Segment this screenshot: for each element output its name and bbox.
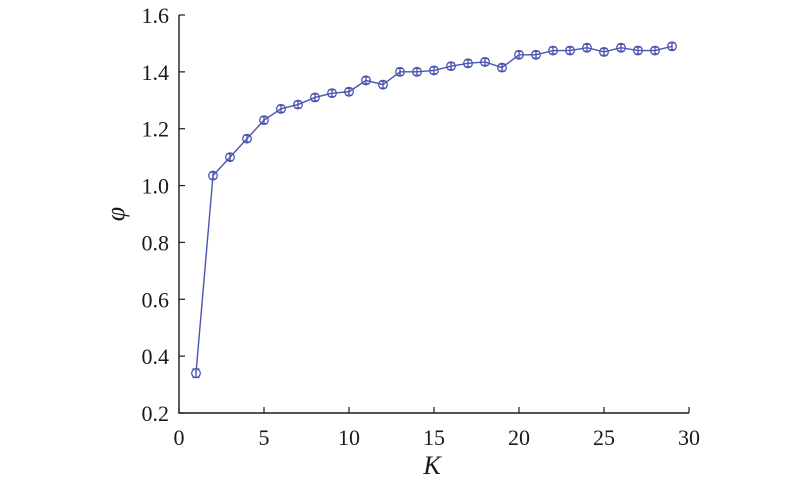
x-tick-label: 0 <box>174 425 185 450</box>
data-point <box>531 49 541 60</box>
series-line <box>195 45 673 374</box>
data-point <box>191 368 201 379</box>
y-axis-title: φ <box>101 207 130 221</box>
point-marker <box>242 133 252 144</box>
point-marker <box>225 152 235 163</box>
data-point <box>361 75 371 86</box>
point-marker <box>582 42 592 53</box>
x-tick-label: 15 <box>423 425 445 450</box>
data-point <box>650 45 660 56</box>
x-tick-label: 25 <box>593 425 615 450</box>
data-point <box>344 86 354 97</box>
y-tick-label: 1.0 <box>142 174 170 199</box>
y-tick-label: 1.6 <box>142 3 170 28</box>
y-tick-label: 1.2 <box>142 117 170 142</box>
point-marker <box>548 45 558 56</box>
point-marker <box>276 103 286 114</box>
data-point <box>633 45 643 56</box>
point-marker <box>446 61 456 72</box>
y-tick-label: 0.4 <box>142 344 170 369</box>
point-marker <box>310 92 320 103</box>
data-point <box>548 45 558 56</box>
x-axis-title: K <box>422 451 442 480</box>
data-point <box>480 56 490 67</box>
y-tick-label: 0.2 <box>142 401 170 426</box>
data-point <box>412 66 422 77</box>
point-marker <box>293 99 303 110</box>
point-marker <box>208 170 218 181</box>
point-marker <box>395 66 405 77</box>
data-point <box>446 61 456 72</box>
x-tick-label: 20 <box>508 425 530 450</box>
data-point <box>225 152 235 163</box>
point-marker <box>191 368 201 379</box>
x-tick-label: 10 <box>338 425 360 450</box>
y-ticks: 0.2 0.4 0.6 0.8 1.0 1.2 1.4 1.6 <box>142 3 185 426</box>
data-point <box>259 115 269 126</box>
data-point <box>293 99 303 110</box>
point-marker <box>327 88 337 99</box>
point-marker <box>616 42 626 53</box>
data-point <box>582 42 592 53</box>
data-point <box>208 170 218 181</box>
point-marker <box>412 66 422 77</box>
data-point <box>429 65 439 76</box>
data-point <box>497 62 507 73</box>
point-marker <box>633 45 643 56</box>
data-point <box>276 103 286 114</box>
data-point <box>616 42 626 53</box>
data-point <box>667 41 677 52</box>
data-point <box>242 133 252 144</box>
point-marker <box>565 45 575 56</box>
data-point <box>514 49 524 60</box>
data-point <box>395 66 405 77</box>
point-marker <box>429 65 439 76</box>
y-tick-label: 0.8 <box>142 230 170 255</box>
point-marker <box>259 115 269 126</box>
data-point <box>565 45 575 56</box>
point-marker <box>480 56 490 67</box>
point-marker <box>514 49 524 60</box>
point-marker <box>378 79 388 90</box>
point-marker <box>531 49 541 60</box>
x-tick-label: 5 <box>259 425 270 450</box>
y-tick-label: 0.6 <box>142 287 170 312</box>
x-ticks: 0 5 10 15 20 25 30 <box>174 407 700 450</box>
point-marker <box>344 86 354 97</box>
data-point <box>310 92 320 103</box>
data-point <box>463 58 473 69</box>
point-marker <box>667 41 677 52</box>
data-point <box>599 47 609 57</box>
x-tick-label: 30 <box>678 425 700 450</box>
point-marker <box>650 45 660 56</box>
data-point <box>378 79 388 90</box>
point-marker <box>463 58 473 69</box>
plot-area <box>191 41 677 379</box>
data-point <box>327 88 337 99</box>
point-marker <box>497 62 507 73</box>
point-marker <box>361 75 371 86</box>
y-tick-label: 1.4 <box>142 60 170 85</box>
point-marker <box>599 47 609 57</box>
